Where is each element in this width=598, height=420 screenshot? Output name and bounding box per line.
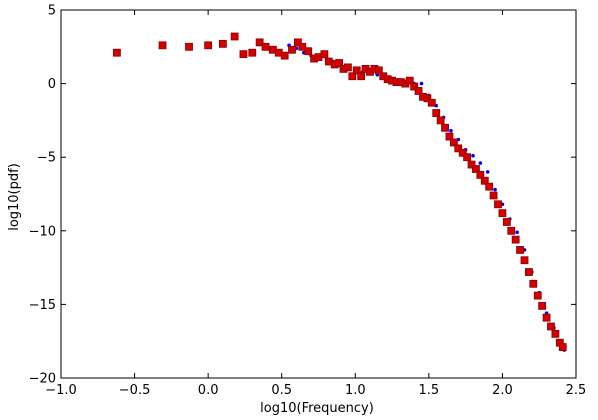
data-point-square — [476, 170, 485, 179]
data-point-square — [218, 39, 227, 48]
data-point-square — [538, 301, 547, 310]
data-point-square — [516, 246, 524, 254]
axis-ticks: −1.0 −0.5 0.0 0.5 1.0 1.5 2.0 2.5 5 0 −5 −10 −15 −20 — [29, 4, 587, 399]
data-point-square — [454, 144, 463, 153]
data-point-square — [498, 209, 507, 218]
data-point-dot — [485, 170, 490, 174]
data-point-square — [529, 279, 538, 288]
data-point-square — [357, 72, 366, 81]
data-point-square — [427, 98, 436, 107]
data-point-square — [458, 148, 467, 157]
data-point-dot — [449, 128, 453, 133]
data-point-square — [445, 132, 454, 141]
data-point-square — [414, 87, 423, 95]
data-point-square — [344, 63, 352, 72]
data-point-square — [410, 82, 419, 91]
x-tick-label: 0.5 — [271, 383, 292, 398]
data-point-square — [441, 123, 449, 132]
data-point-square — [348, 72, 357, 81]
x-tick-label: −1.0 — [45, 383, 77, 398]
y-tick-label: 0 — [48, 77, 56, 92]
plot-background — [61, 10, 576, 378]
data-point-square — [298, 42, 307, 51]
x-tick-label: 2.0 — [492, 383, 513, 398]
y-tick-label: −15 — [29, 298, 56, 313]
plot-area — [61, 10, 576, 378]
data-point-square — [436, 116, 445, 125]
data-point-square — [449, 138, 458, 147]
data-point-square — [463, 153, 472, 162]
data-point-square — [158, 41, 167, 50]
data-point-square — [502, 218, 511, 226]
data-point-square — [489, 191, 498, 200]
data-point-square — [520, 256, 529, 265]
data-point-square — [467, 160, 476, 169]
data-point-square — [113, 48, 121, 57]
x-axis-label: log10(Frequency) — [260, 401, 374, 416]
x-tick-label: 1.0 — [345, 383, 366, 398]
data-point-dot — [478, 161, 483, 165]
data-point-square — [405, 76, 414, 85]
data-point-dot — [471, 153, 475, 158]
plot-frame — [60, 9, 577, 379]
data-point-square — [423, 94, 432, 103]
data-point-square — [320, 50, 329, 59]
data-point-square — [248, 48, 257, 57]
y-tick-label: −10 — [29, 224, 56, 239]
data-point-square — [304, 47, 313, 56]
data-point-dot — [515, 230, 519, 235]
data-point-square — [230, 32, 239, 41]
x-tick-label: 1.5 — [419, 383, 440, 398]
y-tick-label: −5 — [37, 151, 56, 166]
y-tick-label: −20 — [29, 372, 56, 387]
data-point-square — [374, 66, 383, 75]
data-point-square — [472, 165, 480, 173]
data-point-square — [204, 41, 213, 50]
data-point-square — [280, 51, 289, 60]
data-point-square — [551, 329, 560, 338]
y-tick-label: 5 — [48, 4, 56, 19]
data-marks — [113, 32, 567, 352]
data-point-square — [480, 176, 489, 185]
data-point-square — [558, 343, 567, 351]
data-point-square — [542, 313, 551, 322]
data-point-square — [533, 291, 542, 300]
x-tick-label: −0.5 — [119, 383, 151, 398]
data-point-square — [485, 182, 494, 191]
data-point-dot — [493, 187, 497, 192]
data-point-square — [507, 226, 516, 235]
data-point-square — [547, 322, 555, 331]
data-point-square — [261, 42, 270, 51]
data-point-square — [185, 42, 193, 51]
data-point-square — [335, 59, 344, 67]
data-point-square — [239, 50, 248, 59]
data-point-square — [511, 235, 520, 244]
data-point-dot — [419, 81, 424, 86]
data-point-square — [494, 200, 502, 209]
data-point-square — [432, 109, 441, 117]
y-axis-label: log10(pdf) — [7, 163, 22, 231]
data-point-square — [352, 66, 361, 75]
data-point-square — [255, 38, 264, 47]
data-point-square — [525, 268, 533, 276]
data-point-square — [288, 45, 296, 54]
data-point-square — [293, 38, 302, 47]
x-tick-label: 0.0 — [198, 383, 219, 398]
x-tick-label: 2.5 — [566, 383, 587, 398]
